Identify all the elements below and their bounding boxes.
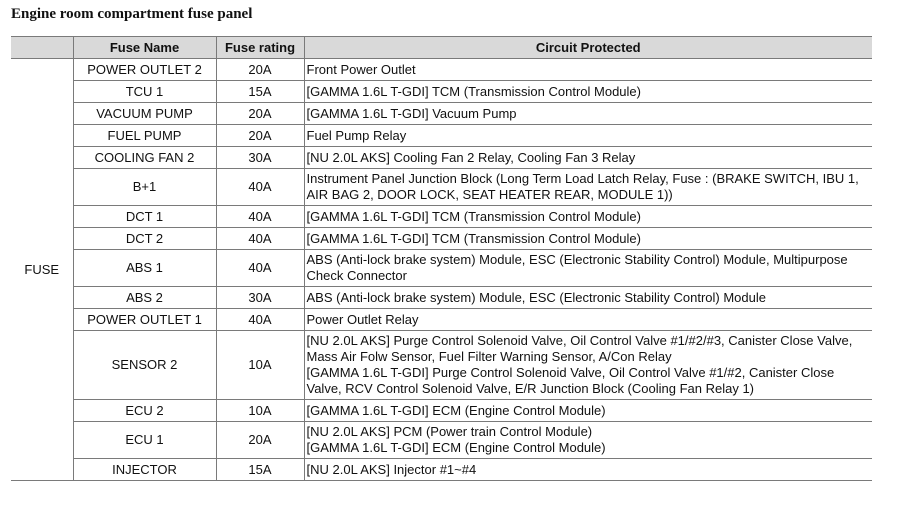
header-row: Fuse Name Fuse rating Circuit Protected: [11, 36, 872, 59]
circuit-text: [GAMMA 1.6L T-GDI] TCM (Transmission Con…: [306, 208, 641, 224]
circuit-text: [GAMMA 1.6L T-GDI] TCM (Transmission Con…: [306, 83, 641, 99]
table-row: FUSE POWER OUTLET 2 20A Front Power Outlet: [11, 58, 872, 481]
fuse-rating: 40A: [215, 205, 305, 228]
table-row: COOLING FAN 2 30A [NU 2.0L AKS] Cooling Fa…: [11, 146, 872, 169]
fuse-table: Fuse Name Fuse rating Circuit Protected …: [11, 36, 872, 481]
circuit-text: Instrument Panel Junction Block (Long Te…: [306, 171, 859, 202]
circuit-cell: [GAMMA 1.6L T-GDI] ECM (Engine Control M…: [303, 399, 872, 422]
header-cell: Fuse rating: [215, 36, 305, 59]
table-row: POWER OUTLET 1 40A Power Outlet Relay: [11, 308, 872, 331]
fuse-name: ECU 1: [73, 421, 217, 459]
circuit-text: [GAMMA 1.6L T-GDI] Vacuum Pump: [306, 105, 517, 121]
fuse-name: POWER OUTLET 1: [73, 308, 217, 331]
fuse-rating: 20A: [215, 102, 305, 125]
circuit-cell: Front Power Outlet: [303, 58, 872, 81]
fuse-rating: 20A: [215, 421, 305, 459]
circuit-text: Front Power Outlet: [306, 61, 416, 77]
circuit-text: [GAMMA 1.6L T-GDI] ECM (Engine Control M…: [306, 402, 606, 418]
table-row: DCT 2 40A [GAMMA 1.6L T-GDI] TCM (Transmis…: [11, 227, 872, 250]
fuse-name: TCU 1: [73, 80, 217, 103]
circuit-text: ABS (Anti-lock brake system) Module, ESC…: [306, 252, 848, 283]
fuse-name: DCT 2: [73, 227, 217, 250]
circuit-text: [NU 2.0L AKS] PCM (Power train Control M…: [306, 424, 593, 439]
fuse-name: SENSOR 2: [73, 330, 217, 400]
fuse-rating: 10A: [215, 330, 305, 400]
fuse-rating: 30A: [215, 286, 305, 309]
table-row: SENSOR 2 10A [NU 2.0L AKS] Purge Control S…: [11, 330, 872, 400]
fuse-name: POWER OUTLET 2: [72, 58, 217, 81]
fuse-name: ABS 1: [73, 249, 217, 287]
circuit-text: Power Outlet Relay: [306, 311, 419, 327]
table-row: DCT 1 40A [GAMMA 1.6L T-GDI] TCM (Transmis…: [11, 205, 872, 228]
circuit-text: [NU 2.0L AKS] Purge Control Solenoid Val…: [306, 333, 853, 364]
fuse-rating: 15A: [215, 80, 305, 103]
circuit-cell: [NU 2.0L AKS] Purge Control Solenoid Val…: [303, 330, 872, 400]
header-cell: Circuit Protected: [303, 36, 872, 59]
circuit-cell: ABS (Anti-lock brake system) Module, ESC…: [303, 286, 872, 309]
table-row: VACUUM PUMP 20A [GAMMA 1.6L T-GDI] Vacuum …: [11, 102, 872, 125]
page-title: Engine room compartment fuse panel: [11, 6, 253, 22]
group-cell: FUSE: [11, 58, 74, 481]
fuse-rating: 40A: [215, 308, 305, 331]
table-row: ABS 2 30A ABS (Anti-lock brake system) Mod…: [11, 286, 872, 309]
circuit-text: Fuel Pump Relay: [306, 127, 407, 143]
fuse-rating: 40A: [215, 227, 305, 250]
fuse-name: VACUUM PUMP: [73, 102, 217, 125]
fuse-name: ECU 2: [73, 399, 217, 422]
circuit-cell: [GAMMA 1.6L T-GDI] TCM (Transmission Con…: [303, 205, 872, 228]
circuit-text: [GAMMA 1.6L T-GDI] TCM (Transmission Con…: [306, 230, 641, 246]
table-row: TCU 1 15A [GAMMA 1.6L T-GDI] TCM (Transmis…: [11, 80, 872, 103]
circuit-cell: Power Outlet Relay: [303, 308, 872, 331]
fuse-name: INJECTOR: [73, 458, 217, 481]
table-body: FUSE POWER OUTLET 2 20A Front Power Outlet T…: [11, 58, 872, 481]
table-row: INJECTOR 15A [NU 2.0L AKS] Injector #1~#4: [11, 458, 872, 481]
circuit-text: [GAMMA 1.6L T-GDI] ECM (Engine Control M…: [306, 440, 606, 455]
fuse-rating: 40A: [215, 249, 305, 287]
circuit-cell: Fuel Pump Relay: [303, 124, 872, 147]
fuse-name: ABS 2: [73, 286, 217, 309]
table-row: FUEL PUMP 20A Fuel Pump Relay: [11, 124, 872, 147]
fuse-rating: 20A: [215, 124, 305, 147]
table-row: ECU 2 10A [GAMMA 1.6L T-GDI] ECM (Engine C…: [11, 399, 872, 422]
circuit-cell: [GAMMA 1.6L T-GDI] Vacuum Pump: [303, 102, 872, 125]
circuit-text: [GAMMA 1.6L T-GDI] Purge Control Solenoi…: [306, 365, 835, 396]
table-row: ABS 1 40A ABS (Anti-lock brake system) Mod…: [11, 249, 872, 287]
circuit-cell: [NU 2.0L AKS] PCM (Power train Control M…: [303, 421, 872, 459]
fuse-name: COOLING FAN 2: [73, 146, 217, 169]
fuse-name: B+1: [73, 168, 217, 206]
circuit-cell: [NU 2.0L AKS] Injector #1~#4: [303, 458, 872, 481]
fuse-name: DCT 1: [73, 205, 217, 228]
circuit-cell: Instrument Panel Junction Block (Long Te…: [303, 168, 872, 206]
fuse-rating: 40A: [215, 168, 305, 206]
circuit-text: [NU 2.0L AKS] Cooling Fan 2 Relay, Cooli…: [306, 149, 636, 165]
fuse-name: FUEL PUMP: [73, 124, 217, 147]
circuit-cell: [GAMMA 1.6L T-GDI] TCM (Transmission Con…: [303, 227, 872, 250]
header-cell: Fuse Name: [72, 36, 217, 59]
fuse-rating: 10A: [215, 399, 305, 422]
circuit-text: [NU 2.0L AKS] Injector #1~#4: [306, 461, 477, 477]
circuit-cell: [GAMMA 1.6L T-GDI] TCM (Transmission Con…: [303, 80, 872, 103]
table-row: ECU 1 20A [NU 2.0L AKS] PCM (Power train C…: [11, 421, 872, 459]
fuse-rating: 20A: [215, 58, 305, 81]
circuit-text: ABS (Anti-lock brake system) Module, ESC…: [306, 289, 767, 305]
circuit-cell: ABS (Anti-lock brake system) Module, ESC…: [303, 249, 872, 287]
table-row: B+1 40A Instrument Panel Junction Block (L…: [11, 168, 872, 206]
header-blank: [11, 36, 74, 59]
fuse-rating: 15A: [215, 458, 305, 481]
circuit-cell: [NU 2.0L AKS] Cooling Fan 2 Relay, Cooli…: [303, 146, 872, 169]
fuse-rating: 30A: [215, 146, 305, 169]
